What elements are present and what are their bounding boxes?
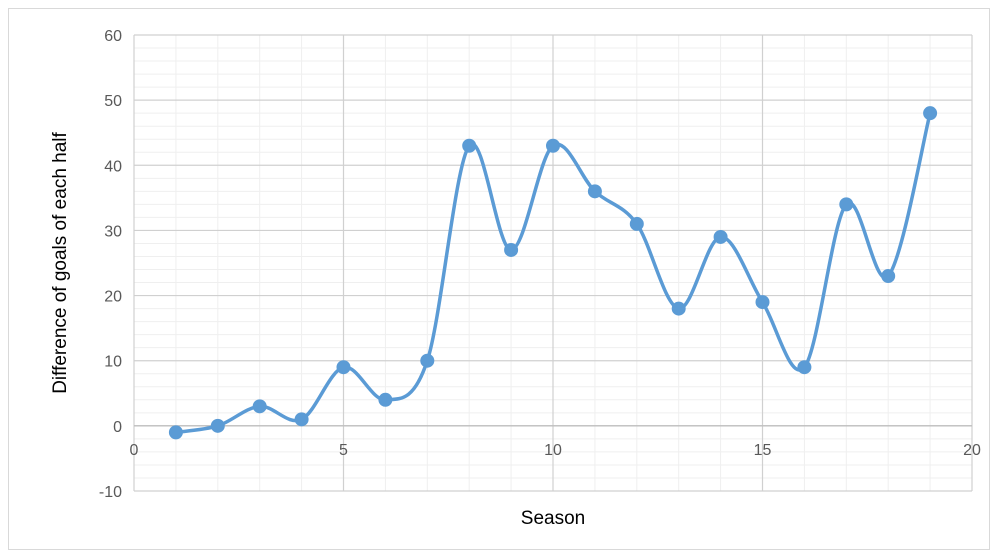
data-point-marker [881, 269, 896, 284]
data-point-marker [755, 295, 770, 310]
data-point-marker [504, 242, 519, 257]
data-point-marker [587, 184, 602, 199]
data-point-marker [839, 197, 854, 212]
data-point-marker [923, 106, 938, 121]
data-point-marker [797, 360, 812, 375]
data-point-marker [462, 138, 477, 153]
y-axis-title: Difference of goals of each half [50, 131, 71, 393]
x-tick-label: 10 [544, 442, 562, 459]
data-point-marker [546, 138, 560, 153]
y-tick-label: 0 [113, 419, 122, 436]
series-line [175, 112, 932, 435]
data-point-marker [336, 360, 351, 375]
x-axis-title: Season [521, 508, 585, 529]
data-point-marker [210, 418, 225, 433]
data-point-marker [294, 412, 309, 427]
data-point-marker [671, 301, 686, 316]
y-tick-label: 40 [104, 158, 122, 175]
data-point-marker [252, 399, 267, 414]
x-axis-tick-labels: 0 5 10 15 20 [130, 442, 981, 459]
x-tick-label: 0 [130, 442, 139, 459]
data-point-marker [420, 353, 435, 368]
y-tick-label: 20 [104, 289, 122, 306]
data-point-marker [378, 392, 393, 407]
y-tick-label: 50 [104, 93, 122, 110]
y-tick-label: 30 [104, 223, 122, 240]
major-gridlines [133, 34, 973, 492]
data-markers [168, 106, 938, 440]
y-tick-label: 60 [104, 28, 122, 45]
y-tick-label: 10 [104, 354, 122, 371]
data-point-marker [713, 229, 728, 244]
y-tick-label: -10 [99, 484, 122, 501]
x-tick-label: 20 [963, 442, 981, 459]
data-point-marker [168, 425, 183, 440]
x-tick-label: 15 [754, 442, 772, 459]
data-point-marker [629, 216, 644, 231]
x-tick-label: 5 [339, 442, 348, 459]
y-axis-tick-labels: -10 0 10 20 30 40 50 60 [99, 28, 122, 501]
